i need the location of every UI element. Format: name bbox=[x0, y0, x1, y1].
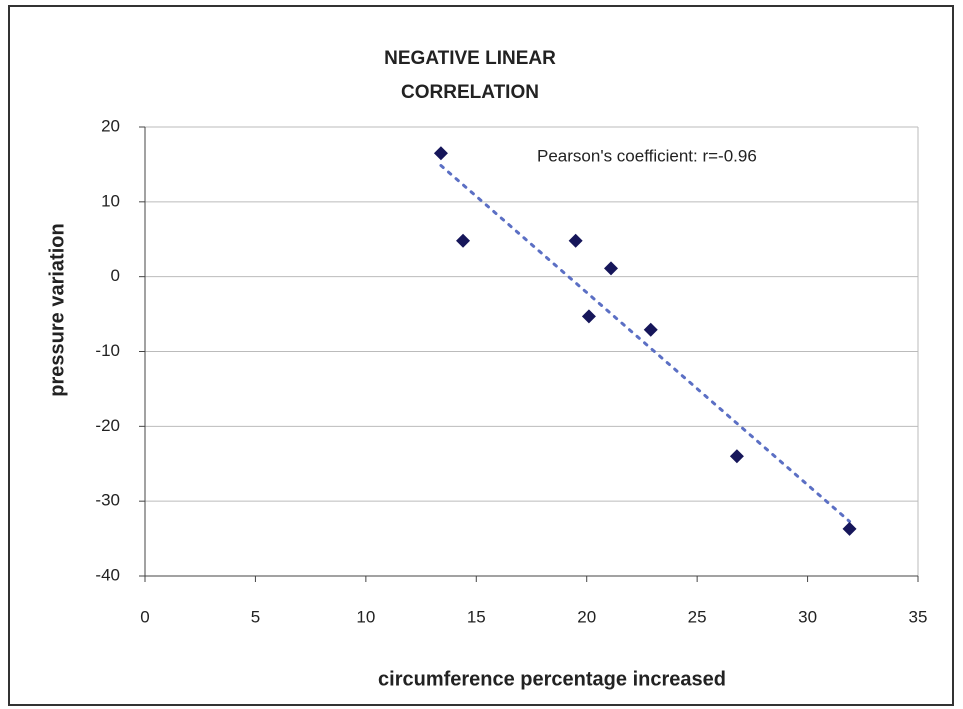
x-tick-label: 10 bbox=[356, 607, 375, 626]
x-axis-label: circumference percentage increased bbox=[378, 668, 726, 690]
y-tick-label: 0 bbox=[111, 266, 120, 285]
point bbox=[456, 233, 471, 248]
x-tick-label: 15 bbox=[467, 607, 486, 626]
point bbox=[729, 449, 744, 464]
y-tick-label: 10 bbox=[101, 191, 120, 210]
y-tick-label: -20 bbox=[95, 416, 120, 435]
y-tick-label: -30 bbox=[95, 491, 120, 510]
x-tick-label: 35 bbox=[909, 607, 928, 626]
chart-frame bbox=[8, 5, 954, 706]
y-tick-label: -40 bbox=[95, 565, 120, 584]
x-tick-label: 5 bbox=[251, 607, 260, 626]
point bbox=[433, 146, 448, 161]
point bbox=[581, 309, 596, 324]
x-tick-label: 25 bbox=[688, 607, 707, 626]
y-axis-label: pressure variation bbox=[46, 223, 68, 396]
y-tick-label: 20 bbox=[101, 116, 120, 135]
x-tick-label: 30 bbox=[798, 607, 817, 626]
x-tick-label: 0 bbox=[140, 607, 149, 626]
point bbox=[842, 521, 857, 536]
point bbox=[568, 233, 583, 248]
y-tick-label: -10 bbox=[95, 341, 120, 360]
chart-title: NEGATIVE LINEAR CORRELATION bbox=[384, 48, 556, 103]
point bbox=[604, 261, 619, 276]
annotation: Pearson's coefficient: r=-0.96 bbox=[537, 146, 757, 165]
point bbox=[643, 322, 658, 337]
trendline bbox=[439, 164, 852, 523]
x-tick-label: 20 bbox=[577, 607, 596, 626]
